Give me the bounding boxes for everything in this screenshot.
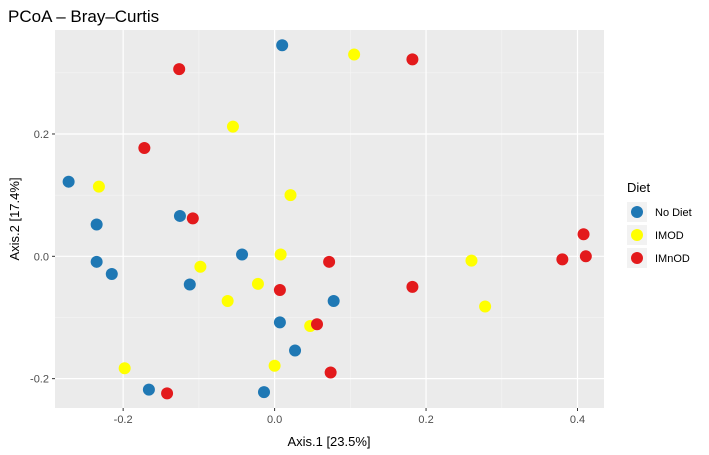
data-point-imnod (161, 387, 174, 400)
plot-panel (55, 30, 604, 408)
y-axis-title: Axis.2 [17.4%] (7, 177, 22, 260)
x-tick-label: 0.4 (570, 414, 585, 426)
x-axis-ticks: -0.2 0.0 0.2 0.4 (114, 408, 585, 426)
data-point-no-diet (327, 294, 340, 307)
data-point-imod (118, 362, 131, 375)
data-point-no-diet (257, 386, 270, 399)
data-point-imod (251, 277, 264, 290)
data-point-imnod (173, 63, 186, 76)
y-axis-ticks: -0.2 0.0 0.2 (30, 129, 55, 386)
data-point-imod (274, 248, 287, 261)
data-point-imnod (273, 283, 286, 296)
x-tick-label: -0.2 (114, 414, 133, 426)
data-point-imnod (406, 53, 419, 66)
data-points (62, 39, 592, 400)
x-tick-label: 0.2 (418, 414, 433, 426)
data-point-imod (221, 294, 234, 307)
legend-label-no-diet: No Diet (655, 207, 692, 219)
data-point-no-diet (273, 316, 286, 329)
data-point-no-diet (105, 268, 118, 281)
data-point-imnod (579, 250, 592, 263)
data-point-no-diet (236, 248, 249, 261)
grid-major (55, 30, 604, 408)
data-point-imnod (186, 212, 199, 225)
data-point-imnod (138, 142, 151, 155)
data-point-imnod (324, 366, 337, 379)
data-point-imod (465, 254, 478, 267)
x-axis-title: Axis.1 [23.5%] (287, 434, 370, 449)
legend-label-imod: IMOD (655, 230, 684, 242)
data-point-imnod (406, 280, 419, 293)
data-point-imod (226, 120, 239, 133)
data-point-no-diet (289, 344, 302, 357)
legend-swatch-imod (631, 229, 643, 241)
data-point-no-diet (90, 218, 103, 231)
legend-swatch-no-diet (631, 206, 643, 218)
data-point-imnod (311, 318, 324, 331)
x-tick-label: 0.0 (267, 414, 282, 426)
data-point-no-diet (183, 278, 196, 291)
data-point-imod (92, 180, 105, 193)
data-point-no-diet (173, 209, 186, 222)
data-point-imod (284, 189, 297, 202)
data-point-imod (479, 300, 492, 313)
y-tick-label: 0.0 (34, 251, 49, 263)
data-point-no-diet (90, 255, 103, 268)
data-point-no-diet (62, 175, 75, 188)
data-point-no-diet (276, 39, 289, 52)
grid-minor (55, 30, 604, 408)
y-tick-label: 0.2 (34, 129, 49, 141)
data-point-imod (268, 359, 281, 372)
data-point-no-diet (142, 383, 155, 396)
data-point-imnod (577, 228, 590, 241)
y-tick-label: -0.2 (30, 374, 49, 386)
chart-title: PCoA – Bray–Curtis (8, 7, 159, 26)
data-point-imod (348, 48, 361, 61)
data-point-imnod (556, 253, 569, 266)
legend-swatch-imnod (631, 252, 643, 264)
data-point-imod (194, 260, 207, 273)
legend-title: Diet (627, 180, 651, 195)
legend-label-imnod: IMnOD (655, 253, 690, 265)
legend: Diet No Diet IMOD IMnOD (627, 180, 692, 268)
data-point-imnod (323, 255, 336, 268)
